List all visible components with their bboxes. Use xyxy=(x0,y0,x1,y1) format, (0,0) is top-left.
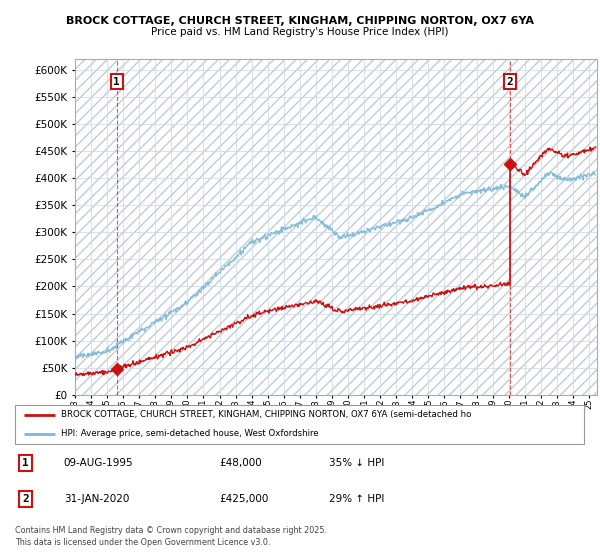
Bar xyxy=(75,59,597,395)
Text: £425,000: £425,000 xyxy=(220,494,269,503)
Text: 2: 2 xyxy=(506,77,514,87)
Text: 29% ↑ HPI: 29% ↑ HPI xyxy=(329,494,384,503)
Text: 09-AUG-1995: 09-AUG-1995 xyxy=(64,458,133,468)
Text: 2: 2 xyxy=(22,494,29,503)
Text: 1: 1 xyxy=(113,77,120,87)
Text: BROCK COTTAGE, CHURCH STREET, KINGHAM, CHIPPING NORTON, OX7 6YA: BROCK COTTAGE, CHURCH STREET, KINGHAM, C… xyxy=(66,16,534,26)
Text: 35% ↓ HPI: 35% ↓ HPI xyxy=(329,458,384,468)
Text: £48,000: £48,000 xyxy=(220,458,262,468)
Text: Contains HM Land Registry data © Crown copyright and database right 2025.
This d: Contains HM Land Registry data © Crown c… xyxy=(15,526,327,547)
Text: HPI: Average price, semi-detached house, West Oxfordshire: HPI: Average price, semi-detached house,… xyxy=(61,430,319,438)
Text: 1: 1 xyxy=(22,458,29,468)
Text: 31-JAN-2020: 31-JAN-2020 xyxy=(64,494,129,503)
FancyBboxPatch shape xyxy=(15,405,584,444)
Text: BROCK COTTAGE, CHURCH STREET, KINGHAM, CHIPPING NORTON, OX7 6YA (semi-detached h: BROCK COTTAGE, CHURCH STREET, KINGHAM, C… xyxy=(61,410,472,419)
Text: Price paid vs. HM Land Registry's House Price Index (HPI): Price paid vs. HM Land Registry's House … xyxy=(151,27,449,38)
